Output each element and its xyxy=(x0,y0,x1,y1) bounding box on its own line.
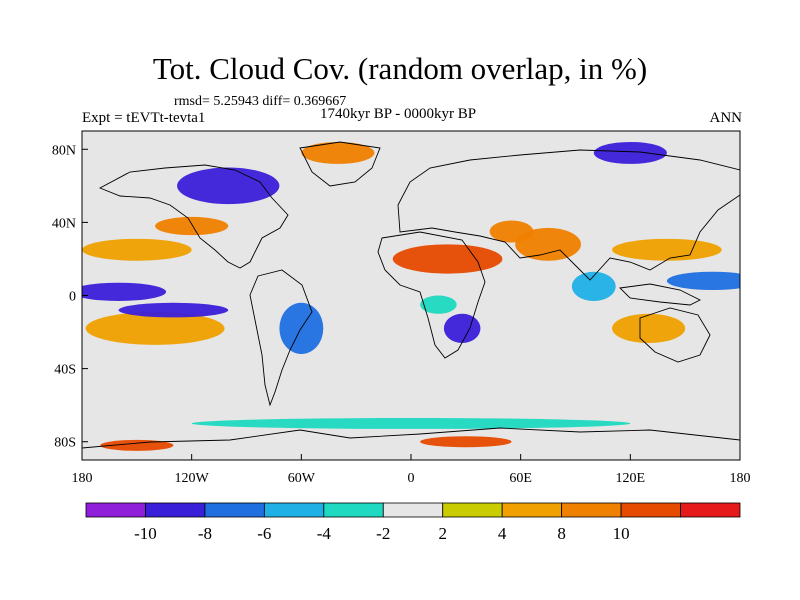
coastline-greenland xyxy=(299,141,381,187)
y-tick-label: 40S xyxy=(54,363,76,378)
coastline-australia xyxy=(639,307,711,363)
y-tick-label: 40N xyxy=(52,216,76,231)
coastline-eurasia xyxy=(397,149,740,281)
anomaly-region xyxy=(612,313,686,344)
x-tick-label: 180 xyxy=(730,471,751,486)
y-tick-label: 0 xyxy=(69,290,76,305)
colorbar-swatch xyxy=(561,502,622,518)
anomaly-region xyxy=(666,271,740,291)
anomaly-region xyxy=(443,313,481,344)
x-tick-label: 60W xyxy=(288,471,316,486)
anomaly-region xyxy=(301,141,375,164)
anomaly-region xyxy=(420,436,512,448)
colorbar-swatch xyxy=(323,502,384,518)
colorbar-swatch xyxy=(382,502,444,518)
anomaly-region xyxy=(612,238,722,261)
colorbar-swatch xyxy=(680,502,741,518)
anomaly-region xyxy=(118,302,229,318)
x-tick-label: 60E xyxy=(509,471,532,486)
anomaly-region xyxy=(82,282,167,301)
y-tick-label: 80N xyxy=(52,143,76,158)
colorbar-label: -10 xyxy=(134,524,157,543)
colorbar-swatch xyxy=(620,502,681,518)
coastline-north-america xyxy=(98,164,289,269)
period-label: 1740kyr BP - 0000kyr BP xyxy=(320,106,477,122)
anomaly-region xyxy=(177,167,280,205)
colorbar-swatch xyxy=(85,502,146,518)
colorbar-swatch xyxy=(442,502,503,518)
coastline-antarctica xyxy=(82,427,740,449)
anomaly-region xyxy=(392,244,503,274)
x-tick-label: 180 xyxy=(72,471,93,486)
anomaly-region xyxy=(515,227,581,261)
season-label: ANN xyxy=(709,110,743,126)
experiment-label: Expt = tEVTt-tevta1 xyxy=(82,110,206,126)
x-tick-label: 120W xyxy=(175,471,210,486)
colorbar-swatch xyxy=(145,502,206,518)
anomaly-region xyxy=(593,141,667,164)
coastline-maritime-asia xyxy=(619,283,702,306)
coastline-africa xyxy=(377,231,486,359)
colorbar-label: 10 xyxy=(613,524,630,543)
colorbar-swatch xyxy=(204,502,265,518)
anomaly-region xyxy=(155,216,229,236)
x-tick-label: 120E xyxy=(616,471,646,486)
colorbar-label: 2 xyxy=(438,524,447,543)
colorbar-swatch xyxy=(263,502,325,518)
anomaly-region xyxy=(100,439,174,451)
colorbar-label: -8 xyxy=(198,524,212,543)
anomaly-region xyxy=(571,271,616,301)
y-tick-label: 80S xyxy=(54,436,76,451)
colorbar-swatch xyxy=(501,502,563,518)
x-tick-label: 0 xyxy=(408,471,415,486)
anomaly-region xyxy=(82,238,192,261)
coastline-south-america xyxy=(249,269,313,407)
colorbar-label: -2 xyxy=(376,524,390,543)
colorbar-label: 8 xyxy=(557,524,566,543)
anomaly-region xyxy=(191,417,631,429)
stats-label: rmsd= 5.25943 diff= 0.369667 xyxy=(174,94,347,109)
colorbar-label: 4 xyxy=(498,524,507,543)
anomaly-region xyxy=(420,295,457,314)
colorbar-label: -4 xyxy=(317,524,332,543)
colorbar-label: -6 xyxy=(257,524,271,543)
anomaly-region xyxy=(85,311,225,345)
chart-title: Tot. Cloud Cov. (random overlap, in %) xyxy=(152,51,648,86)
anomaly-region xyxy=(489,220,534,243)
